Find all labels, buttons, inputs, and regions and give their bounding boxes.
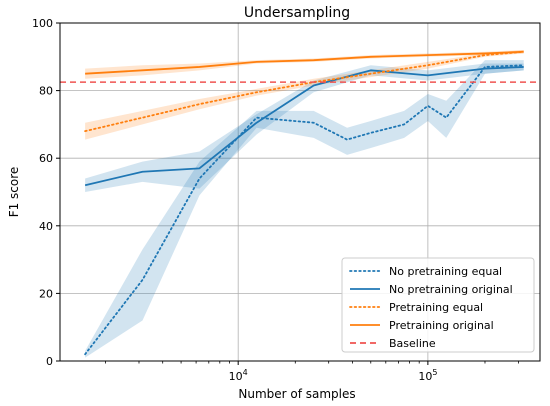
legend-box xyxy=(341,257,535,353)
chart-title: Undersampling xyxy=(244,5,350,21)
y-tick-label: 80 xyxy=(39,85,53,98)
x-axis-label: Number of samples xyxy=(238,387,355,401)
y-tick-label: 60 xyxy=(39,152,53,165)
x-axis-ticks: 104 105 xyxy=(229,361,437,383)
x-tick-label: 105 xyxy=(418,368,437,383)
legend-label-4: Pretraining original xyxy=(389,319,494,332)
legend-label-1: No pretraining equal xyxy=(389,265,502,278)
series-band-2 xyxy=(85,63,524,193)
y-axis-label: F1 score xyxy=(7,167,21,218)
legend-label-5: Baseline xyxy=(389,337,436,350)
x-tick-label: 104 xyxy=(229,368,248,383)
y-tick-label: 20 xyxy=(39,287,53,300)
plot-frame xyxy=(59,22,541,362)
legend-label-3: Pretraining equal xyxy=(389,301,483,314)
series-line-2 xyxy=(84,66,524,187)
series-line-4 xyxy=(85,50,524,75)
legend-label-2: No pretraining original xyxy=(389,283,513,296)
y-tick-label: 100 xyxy=(32,17,53,30)
y-tick-label: 0 xyxy=(46,355,53,368)
y-tick-label: 40 xyxy=(39,220,53,233)
series-line-1 xyxy=(84,64,525,356)
series-band-1 xyxy=(85,60,524,358)
legend: No pretraining equal No pretraining origi… xyxy=(341,257,535,353)
y-axis-ticks: 0 20 40 60 80 100 xyxy=(32,17,60,368)
series-lines xyxy=(84,50,525,356)
